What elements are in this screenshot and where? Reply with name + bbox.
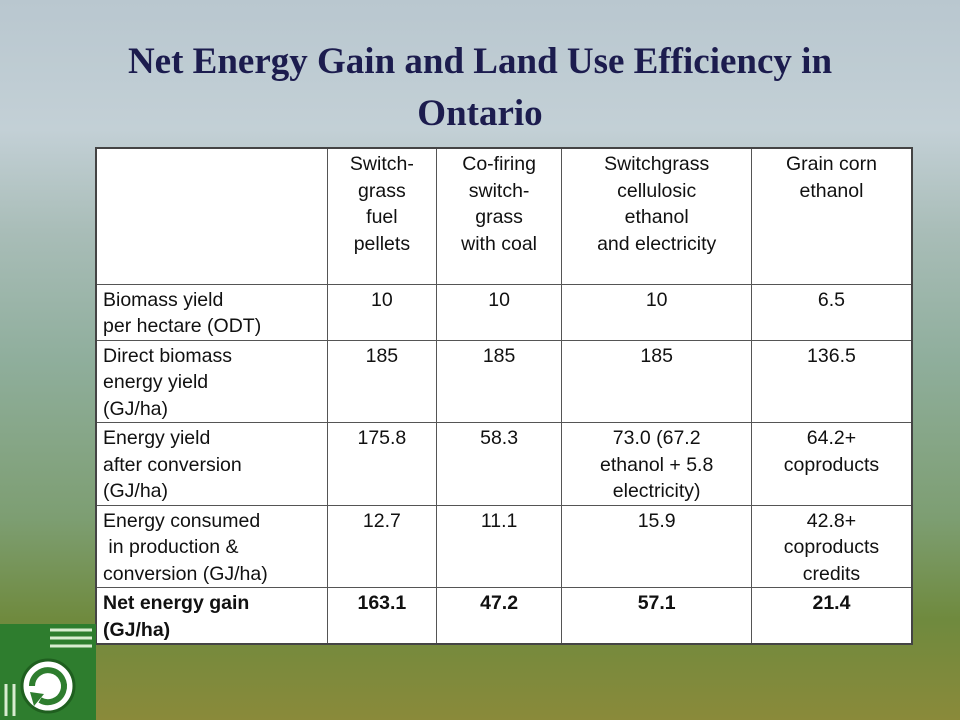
header-line: grass (358, 179, 406, 202)
table-cell: 185 (561, 339, 752, 423)
label-line: in production & (103, 536, 239, 558)
slide-title: Net Energy Gain and Land Use Efficiency … (0, 36, 960, 140)
table-cell: 10 (561, 283, 752, 341)
table-row: Net energy gain (GJ/ha) 163.1 47.2 57.1 21.4 (95, 587, 913, 645)
table-cell: 15.9 (561, 504, 752, 588)
table-cell: 185 (435, 339, 563, 423)
table-cell: 11.1 (435, 504, 563, 588)
row-label: Biomass yield per hectare (ODT) (95, 283, 329, 341)
cell-line: 64.2+ (806, 427, 857, 449)
cell-line: 136.5 (807, 344, 856, 367)
cell-line: 185 (482, 344, 516, 367)
table-cell: 64.2+ coproducts (750, 422, 913, 506)
cell-line: 47.2 (480, 592, 519, 614)
header-line: Grain corn (785, 153, 877, 175)
row-label: Energy yield after conversion (GJ/ha) (95, 422, 329, 506)
column-header: Switch-grass fuel pellets (327, 147, 437, 285)
table-row: Biomass yield per hectare (ODT) 10 10 10 6.5 (95, 283, 913, 341)
table-cell: 57.1 (561, 587, 752, 645)
table-cell: 10 (435, 283, 563, 341)
label-line: energy yield (103, 371, 209, 393)
cell-line: 163.1 (357, 592, 407, 614)
cell-line: 73.0 (67.2 (612, 427, 701, 449)
data-table: Switch-grass fuel pellets Co-firing switch-g… (95, 147, 913, 645)
table-cell: 185 (327, 339, 437, 423)
cell-line: 58.3 (480, 427, 519, 449)
cell-line: 12.7 (362, 509, 401, 532)
header-line: Switchgrass (604, 153, 710, 175)
cell-line: 185 (640, 344, 673, 367)
header-line: cellulosic (617, 179, 697, 202)
header-line: pellets (353, 232, 411, 255)
cell-line: 11.1 (480, 509, 518, 532)
table-cell: 58.3 (435, 422, 563, 506)
column-header: Switchgrass cellulosic ethanol and electric… (561, 147, 752, 285)
table-row: Energy yield after conversion (GJ/ha) 175.8… (95, 422, 913, 506)
header-row: Switch-grass fuel pellets Co-firing switch-g… (95, 147, 913, 285)
table-cell: 73.0 (67.2 ethanol + 5.8 electricity) (561, 422, 752, 506)
row-label: Energy consumed in production & conversio… (95, 504, 329, 588)
cell-line: 175.8 (357, 427, 407, 449)
label-line: (GJ/ha) (103, 480, 169, 502)
header-line: fuel (366, 206, 398, 228)
header-line: with coal (461, 232, 538, 255)
cell-line: 21.4 (812, 592, 851, 614)
column-header: Grain corn ethanol (750, 147, 913, 285)
table-cell: 47.2 (435, 587, 563, 645)
header-line: Switch- (349, 153, 414, 175)
header-line: ethanol (624, 206, 689, 228)
header-line: grass (475, 206, 523, 228)
table-row: Direct biomass energy yield (GJ/ha) 185 185 1… (95, 339, 913, 423)
cell-line: 185 (365, 344, 399, 367)
header-line: Co-firing (462, 153, 536, 175)
table-cell: 21.4 (750, 587, 913, 645)
cell-line: coproducts (783, 536, 880, 558)
label-line: Net energy gain (103, 592, 250, 614)
header-line: and electricity (597, 232, 717, 255)
label-line: Energy yield (103, 427, 211, 449)
cell-line: 10 (645, 288, 668, 311)
cell-line: coproducts (783, 453, 880, 476)
logo (0, 624, 96, 720)
table-cell: 10 (327, 283, 437, 341)
table-cell: 175.8 (327, 422, 437, 506)
cell-line: 57.1 (637, 592, 676, 614)
title-line: Net Energy Gain and Land Use Efficiency … (127, 41, 833, 82)
cell-line: credits (802, 562, 861, 585)
row-label: Net energy gain (GJ/ha) (95, 587, 329, 645)
column-header: Co-firing switch-grass with coal (435, 147, 563, 285)
cell-line: 42.8+ (806, 509, 857, 532)
title-line: Ontario (417, 93, 543, 134)
label-line: after conversion (103, 453, 242, 476)
table-row: Energy consumed in production & conversio… (95, 504, 913, 588)
label-line: Energy consumed (103, 509, 261, 532)
corner-cell (95, 147, 329, 285)
cell-line: 15.9 (637, 509, 676, 532)
table-cell: 42.8+ coproducts credits (750, 504, 913, 588)
table-cell: 12.7 (327, 504, 437, 588)
label-line: Biomass yield (103, 288, 224, 311)
header-line: switch- (468, 179, 530, 202)
cell-line: 10 (371, 288, 393, 311)
cell-line: 10 (488, 288, 510, 311)
label-line: (GJ/ha) (103, 618, 171, 641)
row-label: Direct biomass energy yield (GJ/ha) (95, 339, 329, 423)
table-cell: 163.1 (327, 587, 437, 645)
table-cell: 6.5 (750, 283, 913, 341)
cell-line: electricity) (612, 480, 701, 502)
header-line: ethanol (799, 179, 864, 202)
label-line: per hectare (ODT) (103, 315, 262, 337)
label-line: Direct biomass (103, 344, 232, 367)
label-line: conversion (GJ/ha) (103, 562, 268, 585)
table-cell: 136.5 (750, 339, 913, 423)
cell-line: 6.5 (817, 288, 846, 311)
label-line: (GJ/ha) (103, 397, 169, 420)
cell-line: ethanol + 5.8 (600, 453, 714, 476)
